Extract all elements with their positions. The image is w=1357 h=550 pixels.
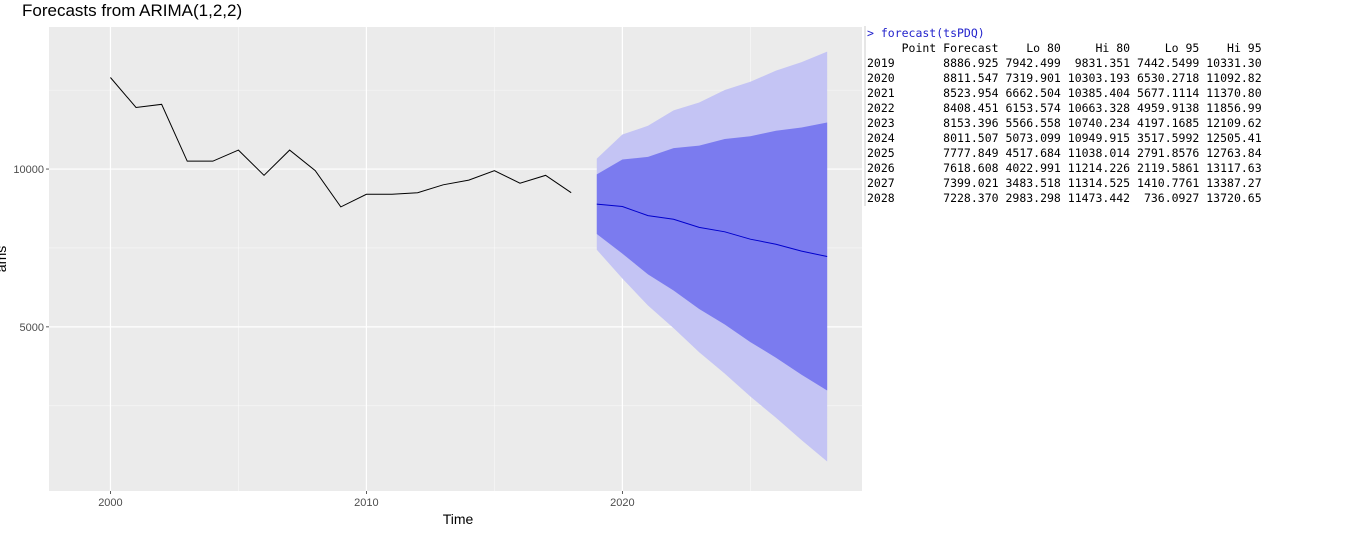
console-row: 2019 8886.925 7942.499 9831.351 7442.549… — [867, 56, 1262, 70]
console-row: 2021 8523.954 6662.504 10385.404 5677.11… — [867, 86, 1262, 100]
x-axis-title: Time — [443, 511, 474, 527]
y-axis-title: ams — [0, 246, 9, 272]
forecast-series-line — [596, 203, 828, 258]
console-command: > forecast(tsPDQ) — [867, 26, 985, 40]
series-lines — [110, 77, 828, 258]
console-row: 2027 7399.021 3483.518 11314.525 1410.77… — [867, 176, 1262, 190]
history-series-line — [110, 77, 572, 208]
console-row: 2023 8153.396 5566.558 10740.234 4197.16… — [867, 116, 1262, 130]
x-tick-label: 2000 — [98, 497, 122, 509]
band-80-percent — [596, 122, 828, 391]
console-header: Point Forecast Lo 80 Hi 80 Lo 95 Hi 95 — [867, 41, 1262, 55]
console-row: 2024 8011.507 5073.099 10949.915 3517.59… — [867, 131, 1262, 145]
x-tick-label: 2020 — [610, 497, 634, 509]
console-row: 2028 7228.370 2983.298 11473.442 736.092… — [867, 191, 1262, 205]
forecast-chart: Forecasts from ARIMA(1,2,2) 2000 2010 2020… — [0, 1, 862, 527]
forecast-bands — [596, 51, 828, 462]
console-divider — [864, 26, 866, 206]
chart-title: Forecasts from ARIMA(1,2,2) — [22, 1, 242, 20]
console-row: 2025 7777.849 4517.684 11038.014 2791.85… — [867, 146, 1262, 160]
y-tick-label: 10000 — [13, 164, 44, 176]
y-tick-label: 5000 — [20, 322, 44, 334]
console-row: 2026 7618.608 4022.991 11214.226 2119.58… — [867, 161, 1262, 175]
console-row: 2020 8811.547 7319.901 10303.193 6530.27… — [867, 71, 1262, 85]
axis-ticks: 2000 2010 2020 5000 10000 — [13, 164, 634, 509]
r-console-output: > forecast(tsPDQ) Point Forecast Lo 80 H… — [867, 26, 1351, 206]
console-row: 2022 8408.451 6153.574 10663.328 4959.91… — [867, 101, 1262, 115]
x-tick-label: 2010 — [354, 497, 378, 509]
